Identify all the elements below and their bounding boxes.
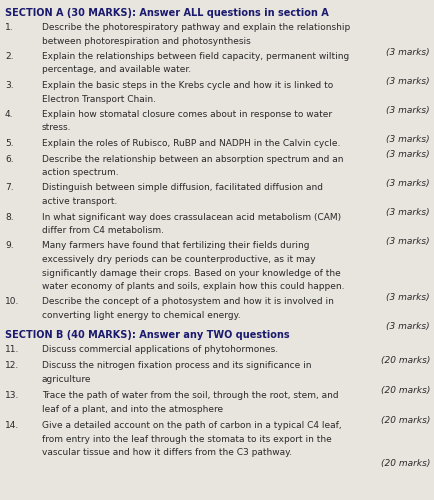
Text: Explain how stomatal closure comes about in response to water: Explain how stomatal closure comes about… bbox=[42, 110, 332, 119]
Text: Describe the relationship between an absorption spectrum and an: Describe the relationship between an abs… bbox=[42, 154, 343, 164]
Text: Describe the photorespiratory pathway and explain the relationship: Describe the photorespiratory pathway an… bbox=[42, 23, 349, 32]
Text: Distinguish between simple diffusion, facilitated diffusion and: Distinguish between simple diffusion, fa… bbox=[42, 184, 322, 192]
Text: (3 marks): (3 marks) bbox=[385, 135, 429, 144]
Text: 5.: 5. bbox=[5, 139, 13, 148]
Text: Give a detailed account on the path of carbon in a typical C4 leaf,: Give a detailed account on the path of c… bbox=[42, 421, 341, 430]
Text: 7.: 7. bbox=[5, 184, 13, 192]
Text: Discuss the nitrogen fixation process and its significance in: Discuss the nitrogen fixation process an… bbox=[42, 361, 311, 370]
Text: 13.: 13. bbox=[5, 391, 20, 400]
Text: stress.: stress. bbox=[42, 124, 71, 132]
Text: Many farmers have found that fertilizing their fields during: Many farmers have found that fertilizing… bbox=[42, 242, 309, 250]
Text: between photorespiration and photosynthesis: between photorespiration and photosynthe… bbox=[42, 36, 250, 46]
Text: (3 marks): (3 marks) bbox=[385, 208, 429, 218]
Text: converting light energy to chemical energy.: converting light energy to chemical ener… bbox=[42, 311, 240, 320]
Text: differ from C4 metabolism.: differ from C4 metabolism. bbox=[42, 226, 164, 235]
Text: 2.: 2. bbox=[5, 52, 13, 61]
Text: (3 marks): (3 marks) bbox=[385, 77, 429, 86]
Text: (20 marks): (20 marks) bbox=[380, 386, 429, 395]
Text: percentage, and available water.: percentage, and available water. bbox=[42, 66, 191, 74]
Text: (3 marks): (3 marks) bbox=[385, 150, 429, 160]
Text: excessively dry periods can be counterproductive, as it may: excessively dry periods can be counterpr… bbox=[42, 255, 315, 264]
Text: leaf of a plant, and into the atmosphere: leaf of a plant, and into the atmosphere bbox=[42, 404, 223, 413]
Text: significantly damage their crops. Based on your knowledge of the: significantly damage their crops. Based … bbox=[42, 268, 340, 278]
Text: Electron Transport Chain.: Electron Transport Chain. bbox=[42, 94, 156, 104]
Text: (20 marks): (20 marks) bbox=[380, 356, 429, 365]
Text: 6.: 6. bbox=[5, 154, 13, 164]
Text: SECTION A (30 MARKS): Answer ALL questions in section A: SECTION A (30 MARKS): Answer ALL questio… bbox=[5, 8, 328, 18]
Text: Describe the concept of a photosystem and how it is involved in: Describe the concept of a photosystem an… bbox=[42, 298, 333, 306]
Text: Trace the path of water from the soil, through the root, stem, and: Trace the path of water from the soil, t… bbox=[42, 391, 338, 400]
Text: vascular tissue and how it differs from the C3 pathway.: vascular tissue and how it differs from … bbox=[42, 448, 292, 457]
Text: 12.: 12. bbox=[5, 361, 19, 370]
Text: SECTION B (40 MARKS): Answer any TWO questions: SECTION B (40 MARKS): Answer any TWO que… bbox=[5, 330, 289, 340]
Text: 8.: 8. bbox=[5, 212, 13, 222]
Text: action spectrum.: action spectrum. bbox=[42, 168, 118, 177]
Text: 9.: 9. bbox=[5, 242, 13, 250]
Text: Discuss commercial applications of phytohormones.: Discuss commercial applications of phyto… bbox=[42, 344, 277, 354]
Text: active transport.: active transport. bbox=[42, 197, 117, 206]
Text: 1.: 1. bbox=[5, 23, 13, 32]
Text: Explain the basic steps in the Krebs cycle and how it is linked to: Explain the basic steps in the Krebs cyc… bbox=[42, 81, 332, 90]
Text: (3 marks): (3 marks) bbox=[385, 294, 429, 302]
Text: 11.: 11. bbox=[5, 344, 20, 354]
Text: 10.: 10. bbox=[5, 298, 20, 306]
Text: (3 marks): (3 marks) bbox=[385, 106, 429, 115]
Text: 3.: 3. bbox=[5, 81, 13, 90]
Text: (20 marks): (20 marks) bbox=[380, 460, 429, 468]
Text: 14.: 14. bbox=[5, 421, 19, 430]
Text: 4.: 4. bbox=[5, 110, 13, 119]
Text: agriculture: agriculture bbox=[42, 374, 91, 384]
Text: (20 marks): (20 marks) bbox=[380, 416, 429, 425]
Text: (3 marks): (3 marks) bbox=[385, 48, 429, 57]
Text: Explain the relationships between field capacity, permanent wilting: Explain the relationships between field … bbox=[42, 52, 349, 61]
Text: (3 marks): (3 marks) bbox=[385, 322, 429, 332]
Text: Explain the roles of Rubisco, RuBP and NADPH in the Calvin cycle.: Explain the roles of Rubisco, RuBP and N… bbox=[42, 139, 339, 148]
Text: water economy of plants and soils, explain how this could happen.: water economy of plants and soils, expla… bbox=[42, 282, 344, 291]
Text: from entry into the leaf through the stomata to its export in the: from entry into the leaf through the sto… bbox=[42, 434, 331, 444]
Text: In what significant way does crassulacean acid metabolism (CAM): In what significant way does crassulacea… bbox=[42, 212, 340, 222]
Text: (3 marks): (3 marks) bbox=[385, 180, 429, 188]
Text: (3 marks): (3 marks) bbox=[385, 238, 429, 246]
